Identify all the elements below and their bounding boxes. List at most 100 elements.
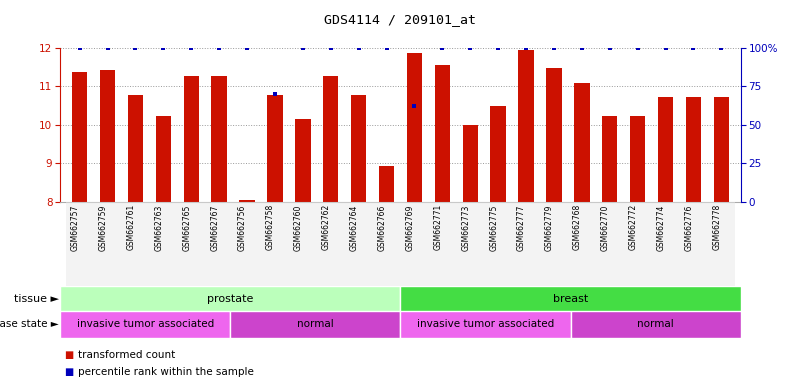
Text: GSM662769: GSM662769 (405, 204, 414, 250)
Bar (435, 65, 450, 202)
Bar (261, 202, 289, 286)
Point (352, 45, 365, 51)
Bar (463, 125, 478, 202)
Bar (149, 202, 177, 286)
Bar (429, 202, 457, 286)
Point (436, 45, 449, 51)
Text: GSM662760: GSM662760 (294, 204, 303, 250)
Text: invasive tumor associated: invasive tumor associated (77, 319, 214, 329)
Point (659, 45, 672, 51)
Point (185, 45, 198, 51)
Text: prostate: prostate (207, 293, 253, 304)
Point (408, 103, 421, 109)
Text: GSM662774: GSM662774 (657, 204, 666, 250)
Point (520, 45, 533, 51)
Point (240, 45, 253, 51)
Bar (60, 311, 231, 338)
Bar (630, 116, 646, 202)
Bar (316, 202, 344, 286)
Bar (596, 202, 624, 286)
Text: GSM662758: GSM662758 (266, 204, 275, 250)
Text: GSM662756: GSM662756 (238, 204, 247, 250)
Point (548, 45, 561, 51)
Bar (602, 116, 618, 202)
Bar (323, 76, 338, 202)
Bar (714, 97, 729, 202)
Text: GDS4114 / 209101_at: GDS4114 / 209101_at (324, 13, 477, 26)
Text: GSM662777: GSM662777 (517, 204, 526, 250)
Point (73, 45, 86, 51)
Text: ■: ■ (64, 367, 74, 377)
Bar (351, 95, 366, 202)
Text: GSM662763: GSM662763 (155, 204, 163, 250)
Point (129, 45, 142, 51)
Bar (457, 202, 485, 286)
Bar (372, 202, 400, 286)
Point (603, 45, 616, 51)
Text: disease state ►: disease state ► (0, 319, 59, 329)
Bar (94, 202, 122, 286)
Bar (568, 202, 596, 286)
Bar (407, 53, 422, 202)
Text: GSM662767: GSM662767 (210, 204, 219, 250)
Text: GSM662762: GSM662762 (322, 204, 331, 250)
Bar (295, 119, 311, 202)
Text: GSM662776: GSM662776 (685, 204, 694, 250)
Text: GSM662775: GSM662775 (489, 204, 498, 250)
Point (157, 45, 170, 51)
Bar (268, 95, 283, 202)
Text: GSM662773: GSM662773 (461, 204, 470, 250)
Bar (485, 202, 512, 286)
Text: GSM662779: GSM662779 (545, 204, 554, 250)
Text: GSM662757: GSM662757 (70, 204, 79, 250)
Bar (652, 202, 679, 286)
Bar (100, 70, 115, 202)
Text: GSM662764: GSM662764 (350, 204, 359, 250)
Point (687, 45, 700, 51)
Bar (546, 68, 562, 202)
Text: GSM662768: GSM662768 (573, 204, 582, 250)
Bar (231, 311, 400, 338)
Bar (574, 83, 590, 202)
Bar (658, 97, 674, 202)
Point (492, 45, 505, 51)
Bar (518, 50, 533, 202)
Text: GSM662778: GSM662778 (712, 204, 722, 250)
Point (631, 45, 644, 51)
Bar (289, 202, 316, 286)
Bar (239, 200, 255, 202)
Bar (679, 202, 707, 286)
Text: ■: ■ (64, 350, 74, 360)
Text: GSM662765: GSM662765 (182, 204, 191, 250)
Bar (155, 116, 171, 202)
Text: GSM662772: GSM662772 (629, 204, 638, 250)
Point (296, 45, 309, 51)
Bar (400, 286, 741, 311)
Text: GSM662771: GSM662771 (433, 204, 442, 250)
Bar (400, 202, 429, 286)
Bar (60, 286, 400, 311)
Bar (177, 202, 205, 286)
Bar (344, 202, 372, 286)
Point (464, 45, 477, 51)
Point (213, 45, 226, 51)
Bar (707, 202, 735, 286)
Point (268, 91, 281, 97)
Point (715, 45, 728, 51)
Bar (205, 202, 233, 286)
Bar (233, 202, 261, 286)
Text: GSM662759: GSM662759 (99, 204, 107, 250)
Bar (570, 311, 741, 338)
Point (575, 45, 588, 51)
Bar (624, 202, 652, 286)
Bar (127, 95, 143, 202)
Text: GSM662770: GSM662770 (601, 204, 610, 250)
Text: breast: breast (553, 293, 589, 304)
Bar (540, 202, 568, 286)
Bar (512, 202, 540, 286)
Bar (72, 72, 87, 202)
Point (380, 45, 393, 51)
Text: transformed count: transformed count (78, 350, 175, 360)
Text: normal: normal (297, 319, 334, 329)
Bar (66, 202, 94, 286)
